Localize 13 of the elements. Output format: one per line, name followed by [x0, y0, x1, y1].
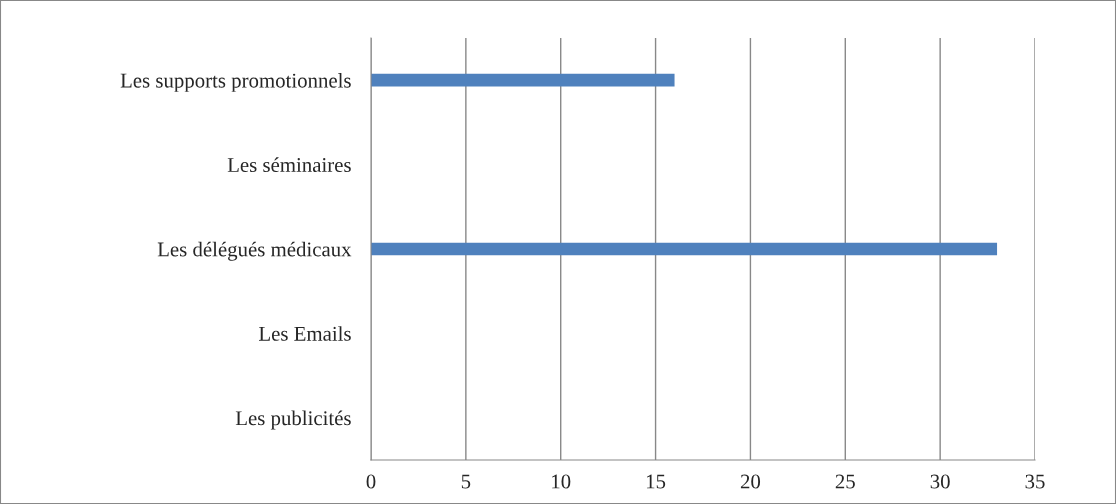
- x-tick-label: 35: [1025, 474, 1045, 489]
- y-tick-label: Les supports promotionnels: [120, 72, 351, 92]
- x-tick-label: 25: [835, 474, 855, 489]
- x-tick-label: 20: [740, 474, 761, 489]
- x-tick-label: 0: [366, 474, 376, 489]
- y-tick-label: Les publicités: [235, 410, 351, 430]
- x-tick-label: 15: [646, 474, 666, 489]
- y-tick-label: Les séminaires: [227, 157, 351, 173]
- y-tick-label: Les délégués médicaux: [157, 241, 352, 261]
- y-tick-label: Les Emails: [259, 326, 351, 341]
- x-tick-label: 10: [552, 474, 571, 489]
- x-tick-label: 30: [930, 474, 950, 489]
- x-tick-label: 5: [461, 474, 471, 489]
